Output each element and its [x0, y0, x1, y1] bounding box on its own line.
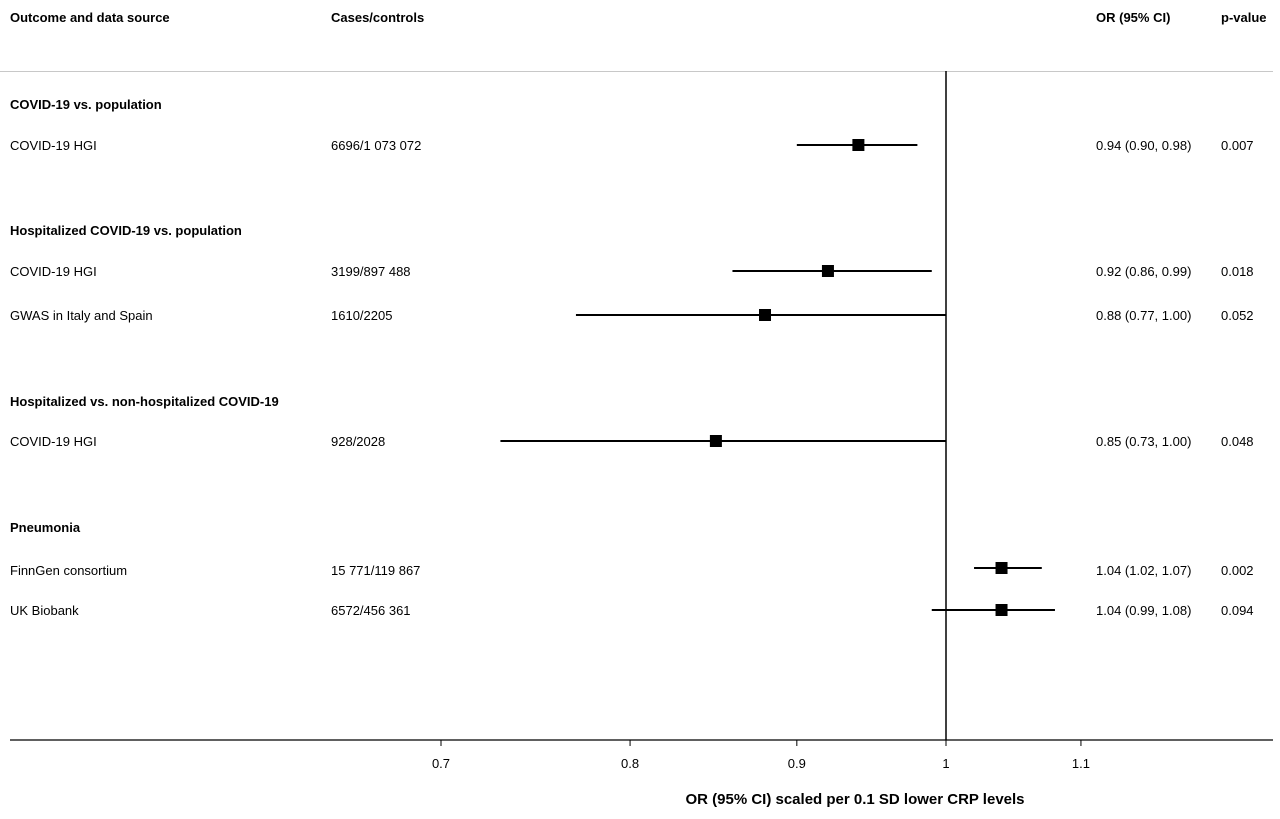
row-cases-controls: 928/2028 — [331, 434, 386, 449]
group-label: Hospitalized vs. non-hospitalized COVID-… — [10, 394, 279, 409]
point-estimate — [759, 309, 772, 321]
header-or: OR (95% CI) — [1096, 10, 1171, 25]
x-tick-label: 1 — [942, 756, 949, 771]
row-or-ci: 0.94 (0.90, 0.98) — [1096, 138, 1192, 153]
x-tick-label: 0.7 — [432, 756, 450, 771]
point-estimate — [709, 435, 722, 447]
row-source: FinnGen consortium — [10, 563, 128, 578]
row-cases-controls: 6696/1 073 072 — [331, 138, 422, 153]
row-or-ci: 1.04 (0.99, 1.08) — [1096, 603, 1192, 618]
row-pvalue: 0.007 — [1221, 138, 1254, 153]
point-estimate — [852, 139, 865, 151]
row-cases-controls: 6572/456 361 — [331, 603, 411, 618]
row-pvalue: 0.094 — [1221, 603, 1254, 618]
header-cases-controls: Cases/controls — [331, 10, 425, 25]
group-label: Pneumonia — [10, 520, 81, 535]
x-axis-label: OR (95% CI) scaled per 0.1 SD lower CRP … — [685, 791, 1025, 808]
header-pvalue: p-value — [1221, 10, 1267, 25]
row-cases-controls: 15 771/119 867 — [331, 563, 421, 578]
row-source: COVID-19 HGI — [10, 138, 97, 153]
row-cases-controls: 1610/2205 — [331, 308, 393, 323]
row-pvalue: 0.018 — [1221, 264, 1254, 279]
row-or-ci: 0.92 (0.86, 0.99) — [1096, 264, 1192, 279]
row-or-ci: 0.85 (0.73, 1.00) — [1096, 434, 1192, 449]
x-tick-label: 1.1 — [1072, 756, 1090, 771]
row-source: UK Biobank — [10, 603, 79, 618]
x-tick-label: 0.8 — [621, 756, 639, 771]
group-label: COVID-19 vs. population — [10, 97, 162, 112]
x-tick-label: 0.9 — [788, 756, 806, 771]
row-pvalue: 0.002 — [1221, 563, 1254, 578]
point-estimate — [821, 265, 834, 277]
row-cases-controls: 3199/897 488 — [331, 264, 411, 279]
row-or-ci: 1.04 (1.02, 1.07) — [1096, 563, 1192, 578]
group-label: Hospitalized COVID-19 vs. population — [10, 223, 242, 238]
row-source: GWAS in Italy and Spain — [10, 308, 153, 323]
row-or-ci: 0.88 (0.77, 1.00) — [1096, 308, 1192, 323]
row-pvalue: 0.052 — [1221, 308, 1254, 323]
row-pvalue: 0.048 — [1221, 434, 1254, 449]
header-outcome: Outcome and data source — [10, 10, 170, 25]
header-divider — [0, 71, 1273, 72]
point-estimate — [995, 562, 1008, 574]
row-source: COVID-19 HGI — [10, 434, 97, 449]
row-source: COVID-19 HGI — [10, 264, 97, 279]
point-estimate — [995, 604, 1008, 616]
